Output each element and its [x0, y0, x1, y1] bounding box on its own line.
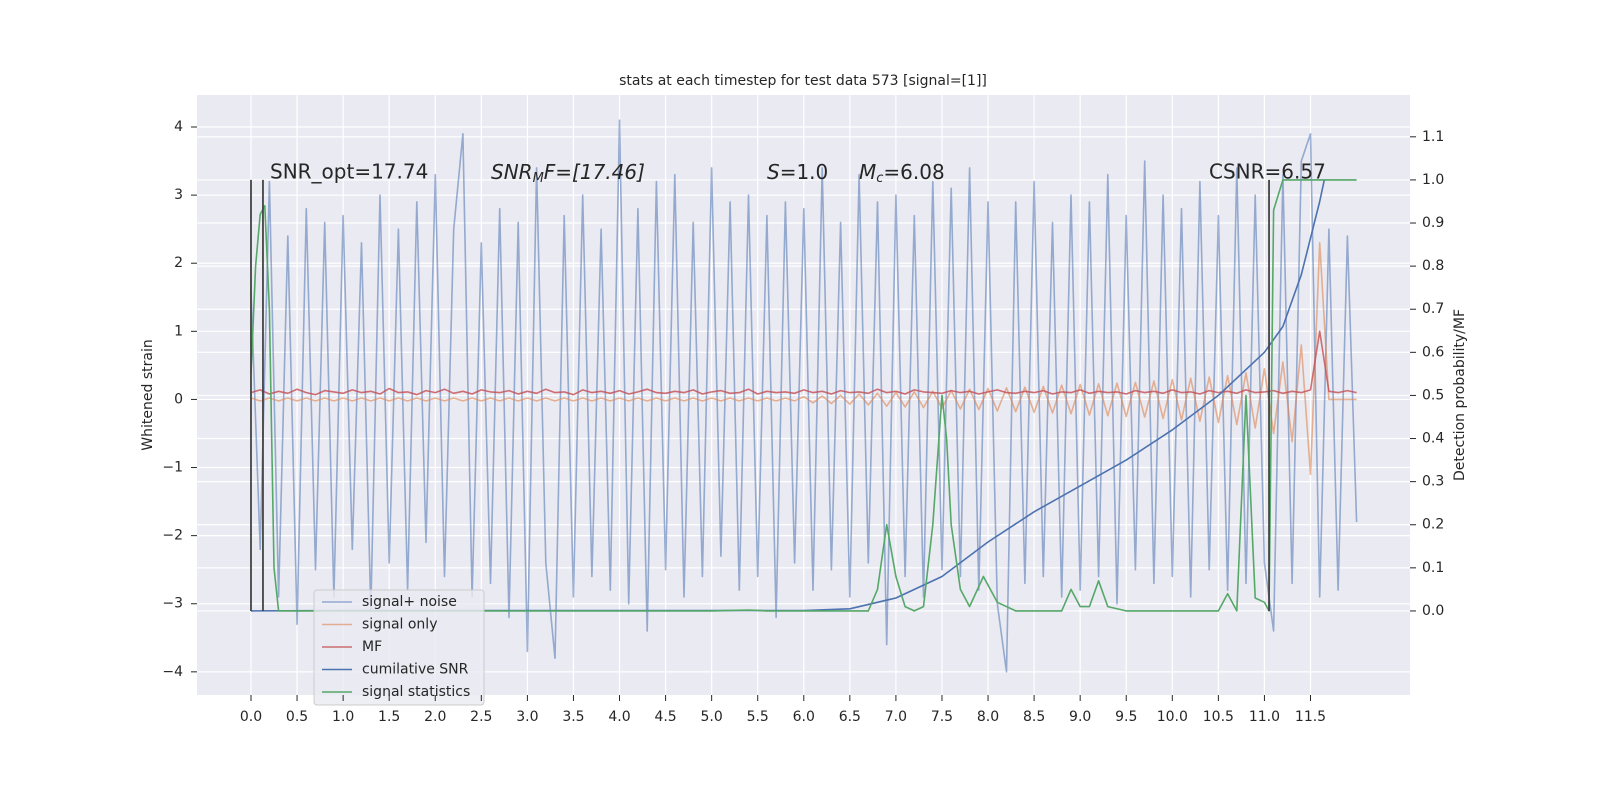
x-tick-label: 4.5	[654, 709, 676, 725]
x-tick-label: 1.0	[332, 709, 354, 725]
x-tick-label: 1.5	[378, 709, 400, 725]
y2-tick-label: 0.0	[1422, 603, 1444, 619]
y2-tick-label: 1.1	[1422, 129, 1444, 145]
x-tick-label: 10.5	[1203, 709, 1234, 725]
x-tick-label: 11.5	[1295, 709, 1326, 725]
y2-tick-label: 0.8	[1422, 258, 1444, 274]
legend-label: cumilative SNR	[362, 662, 469, 678]
legend-label: signal only	[362, 617, 437, 633]
y2-tick-label: 0.5	[1422, 387, 1444, 403]
x-tick-label: 7.0	[885, 709, 907, 725]
y-tick-label: −2	[162, 528, 183, 544]
annotation: Mc=6.08	[859, 160, 945, 186]
x-tick-label: 2.0	[424, 709, 446, 725]
x-tick-label: 5.0	[701, 709, 723, 725]
annotation: CSNR=6.57	[1209, 160, 1326, 184]
annotation-part: =1.0	[780, 160, 829, 184]
y2-tick-label: 0.1	[1422, 560, 1444, 576]
x-tick-label: 8.0	[977, 709, 999, 725]
annotation-part: SNR	[491, 160, 533, 184]
x-tick-label: 0.0	[240, 709, 262, 725]
annotation: SNR_opt=17.74	[270, 160, 428, 184]
y-axis-label: Whitened strain	[140, 339, 156, 450]
x-tick-label: 5.5	[747, 709, 769, 725]
y2-tick-label: 0.9	[1422, 215, 1444, 231]
x-tick-label: 9.5	[1115, 709, 1137, 725]
y2-tick-label: 1.0	[1422, 172, 1444, 188]
legend-label: signal+ noise	[362, 594, 457, 610]
x-tick-label: 2.5	[470, 709, 492, 725]
x-tick-label: 8.5	[1023, 709, 1045, 725]
y2-tick-label: 0.7	[1422, 301, 1444, 317]
y-tick-label: 4	[174, 119, 183, 135]
annotation-part: =6.08	[883, 160, 944, 184]
annotation-part: S	[767, 160, 780, 184]
annotation-part: M	[533, 171, 544, 186]
legend-label: MF	[362, 639, 382, 655]
y2-axis-label: Detection probability/MF	[1452, 309, 1468, 481]
x-tick-label: 10.0	[1157, 709, 1188, 725]
x-tick-label: 7.5	[931, 709, 953, 725]
series-line	[250, 119, 1358, 673]
legend-label: signal statistics	[362, 684, 470, 700]
annotation-part: M	[859, 160, 876, 184]
x-tick-label: 11.0	[1249, 709, 1280, 725]
annotation: S=1.0	[767, 160, 828, 184]
x-tick-label: 4.0	[608, 709, 630, 725]
series-line	[250, 242, 1357, 476]
y2-tick-label: 0.3	[1422, 474, 1444, 490]
chart-title: stats at each timestep for test data 573…	[619, 73, 987, 89]
x-tick-label: 6.0	[793, 709, 815, 725]
y2-tick-label: 0.2	[1422, 517, 1444, 533]
annotation: SNRMF=[17.46]	[491, 160, 645, 186]
annotation-part: F=[17.46]	[544, 160, 645, 184]
y2-tick-label: 0.4	[1422, 431, 1444, 447]
y-tick-label: 2	[174, 255, 183, 271]
x-tick-label: 3.5	[562, 709, 584, 725]
y-tick-label: −1	[162, 460, 183, 476]
legend-box	[313, 589, 485, 706]
x-tick-label: 6.5	[839, 709, 861, 725]
legend: signal+ noise signal only MF cumilative SNR…	[313, 589, 485, 706]
x-tick-label: 9.0	[1069, 709, 1091, 725]
y-tick-label: −4	[162, 664, 183, 680]
y-tick-label: 0	[174, 391, 183, 407]
y-tick-label: −3	[162, 596, 183, 612]
x-tick-label: 0.5	[286, 709, 308, 725]
x-tick-label: 3.0	[516, 709, 538, 725]
y-tick-label: 3	[174, 187, 183, 203]
series-line	[250, 330, 1357, 396]
annotation-part: c	[876, 171, 883, 186]
y-tick-label: 1	[174, 323, 183, 339]
y2-tick-label: 0.6	[1422, 344, 1444, 360]
